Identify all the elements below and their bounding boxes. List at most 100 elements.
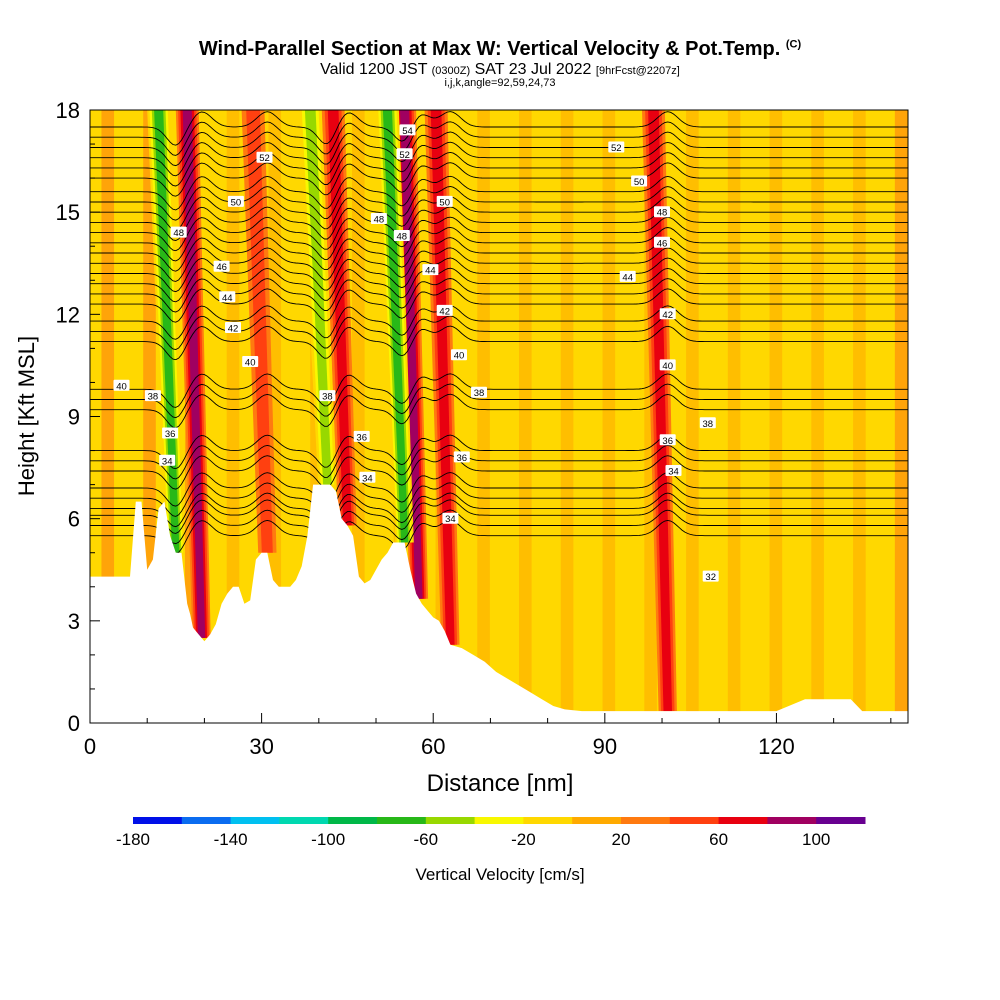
theta-contour-line: [90, 226, 908, 262]
theta-contour-label: 54: [399, 124, 416, 137]
theta-contour-line: [90, 288, 908, 323]
y-axis-label: Height [Kft MSL]: [14, 336, 39, 496]
y-tick-label: 15: [56, 200, 80, 225]
svg-text:44: 44: [222, 293, 233, 304]
svg-text:38: 38: [474, 388, 485, 399]
colorbar-tick-label: -180: [116, 830, 150, 849]
svg-text:38: 38: [148, 392, 159, 403]
colorbar-swatch: [718, 817, 768, 824]
theta-contour-label: 48: [393, 230, 410, 243]
theta-contour-label: 32: [702, 570, 719, 583]
colorbar-swatch: [572, 817, 622, 824]
svg-text:48: 48: [173, 228, 184, 239]
svg-text:34: 34: [445, 514, 456, 525]
colorbar-swatch: [669, 817, 720, 824]
svg-text:52: 52: [259, 153, 270, 164]
theta-contour-labels: 52 50 48 46 44 42 40 40 38 36 34 38 48 48 44 42 40 38 36 34…: [113, 124, 719, 583]
theta-contour-label: 40: [242, 356, 259, 369]
theta-contour-label: 42: [436, 304, 453, 317]
velocity-streak: [268, 110, 282, 723]
chart-params: i,j,k,angle=92,59,24,73: [444, 77, 556, 89]
colorbar-tick-label: -140: [214, 830, 248, 849]
theta-contour-line: [90, 237, 908, 272]
theta-contour-label: 50: [227, 195, 244, 208]
svg-text:50: 50: [439, 197, 450, 208]
svg-text:40: 40: [245, 358, 256, 369]
theta-contour-line: [90, 267, 908, 303]
theta-contour-line: [90, 151, 908, 187]
theta-contour-label: 34: [665, 465, 682, 478]
theta-contour-label: 50: [631, 175, 648, 188]
theta-contour-line: [90, 175, 908, 211]
svg-text:50: 50: [634, 177, 645, 188]
x-tick-label: 60: [421, 734, 445, 759]
colorbar-swatch: [474, 817, 524, 824]
theta-contour-label: 34: [359, 471, 376, 484]
subtitle-date: SAT 23 Jul 2022: [474, 61, 592, 78]
theta-contour-label: 48: [170, 226, 187, 239]
theta-contour-label: 40: [113, 379, 130, 392]
svg-text:48: 48: [374, 215, 385, 226]
colorbar-tick-label: -60: [414, 830, 439, 849]
colorbar-swatch: [816, 817, 866, 824]
plot-area: 52 50 48 46 44 42 40 40 38 36 34 38 48 48 44 42 40 38 36 34…: [90, 110, 908, 723]
theta-contour-label: 36: [453, 451, 470, 464]
theta-contour-line: [90, 216, 908, 252]
theta-contour-line: [90, 257, 908, 293]
terrain-mask: [90, 484, 908, 723]
x-tick-label: 0: [84, 734, 96, 759]
theta-contour-line: [90, 472, 908, 507]
y-tick-label: 9: [68, 405, 80, 430]
theta-contour-line: [90, 444, 908, 480]
theta-contour-label: 38: [471, 386, 487, 399]
theta-contour-line: [90, 383, 908, 419]
theta-contour-line: [90, 111, 908, 146]
theta-contour-line: [90, 499, 908, 534]
theta-contour-line: [90, 393, 908, 429]
colorbar-tick-label: -100: [311, 830, 345, 849]
theta-contour-line: [90, 131, 908, 167]
colorbar-tick-label: -20: [511, 830, 536, 849]
svg-text:48: 48: [397, 232, 408, 243]
colorbar-tick-label: 60: [709, 830, 728, 849]
theta-contour-line: [90, 186, 908, 221]
svg-text:38: 38: [703, 419, 714, 430]
colorbar-swatch: [377, 817, 427, 824]
downdraft-band: [382, 110, 409, 543]
svg-text:36: 36: [457, 453, 468, 464]
x-tick-label: 90: [593, 734, 617, 759]
theta-contour-label: 52: [396, 148, 413, 161]
theta-contour-label: 36: [353, 430, 370, 443]
colorbar-swatch: [767, 817, 817, 824]
colorbar: -180 -140 -100 -60 -20 20 60 100: [116, 817, 866, 849]
theta-contour-label: 52: [608, 141, 625, 154]
svg-text:40: 40: [662, 361, 673, 372]
x-axis-label: Distance [nm]: [427, 770, 574, 797]
svg-text:50: 50: [231, 197, 242, 208]
svg-text:46: 46: [657, 238, 668, 249]
theta-contour-label: 38: [144, 390, 161, 403]
chart-title-text: Wind-Parallel Section at Max W: Vertical…: [198, 38, 781, 60]
colorbar-label: Vertical Velocity [cm/s]: [415, 865, 584, 884]
svg-text:36: 36: [662, 436, 673, 447]
theta-contour-line: [90, 141, 908, 177]
svg-text:34: 34: [668, 467, 679, 478]
subtitle-valid: Valid 1200 JST: [320, 61, 428, 78]
theta-contour-line: [90, 509, 908, 545]
theta-contour-label: 36: [162, 427, 179, 440]
svg-text:40: 40: [454, 351, 465, 362]
svg-text:52: 52: [399, 150, 410, 161]
svg-text:40: 40: [116, 381, 127, 392]
svg-text:32: 32: [705, 572, 716, 583]
theta-contour-line: [90, 206, 908, 241]
theta-contour-label: 44: [422, 264, 439, 277]
svg-text:46: 46: [216, 262, 227, 273]
theta-contours: [90, 111, 908, 555]
y-tick-label: 18: [56, 98, 80, 123]
theta-contour-line: [90, 492, 908, 528]
theta-contour-label: 34: [442, 512, 459, 525]
updraft-band: [648, 110, 672, 712]
colorbar-tick-label: 100: [802, 830, 830, 849]
